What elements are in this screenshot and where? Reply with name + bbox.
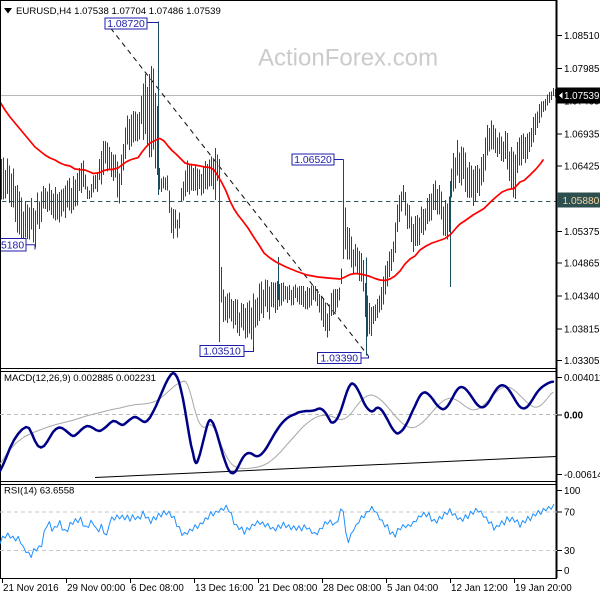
svg-text:12 Jan 12:00: 12 Jan 12:00	[451, 583, 508, 594]
svg-text:5 Jan 04:00: 5 Jan 04:00	[387, 583, 439, 594]
svg-text:1.03305: 1.03305	[564, 356, 600, 367]
svg-text:1.04865: 1.04865	[564, 259, 600, 270]
svg-text:0: 0	[564, 566, 570, 577]
svg-text:21 Dec 08:00: 21 Dec 08:00	[259, 583, 318, 594]
svg-text:28 Dec 08:00: 28 Dec 08:00	[323, 583, 382, 594]
svg-text:ActionForex.com: ActionForex.com	[258, 45, 438, 72]
svg-text:70: 70	[564, 508, 575, 519]
svg-text:1.04340: 1.04340	[564, 292, 600, 303]
svg-text:EURUSD,H4 1.07538 1.07704 1.0: EURUSD,H4 1.07538 1.07704 1.07486 1.0753…	[16, 6, 221, 17]
svg-text:1.06425: 1.06425	[564, 161, 600, 172]
svg-text:1.08510: 1.08510	[564, 31, 600, 42]
svg-text:100: 100	[564, 486, 581, 497]
svg-text:1.03390: 1.03390	[320, 354, 358, 365]
svg-text:1.05375: 1.05375	[564, 227, 600, 238]
svg-text:1.03815: 1.03815	[564, 324, 600, 335]
svg-text:0.00: 0.00	[564, 411, 584, 422]
svg-text:1.03510: 1.03510	[203, 347, 241, 358]
svg-text:21 Nov 2016: 21 Nov 2016	[3, 583, 59, 594]
svg-text:5180: 5180	[1, 241, 24, 252]
svg-text:1.07539: 1.07539	[564, 91, 599, 102]
svg-text:1.08720: 1.08720	[107, 19, 145, 30]
svg-text:13 Dec 16:00: 13 Dec 16:00	[195, 583, 254, 594]
svg-text:0.004011: 0.004011	[564, 373, 600, 384]
svg-text:1.07985: 1.07985	[564, 64, 600, 75]
svg-text:1.06520: 1.06520	[294, 155, 332, 166]
svg-text:19 Jan 20:00: 19 Jan 20:00	[515, 583, 572, 594]
svg-text:29 Nov 00:00: 29 Nov 00:00	[67, 583, 126, 594]
svg-text:1.05880: 1.05880	[563, 196, 600, 207]
svg-text:30: 30	[564, 546, 575, 557]
svg-text:1.06935: 1.06935	[564, 130, 600, 141]
svg-text:MACD(12,26,9) 0.002885 0.00223: MACD(12,26,9) 0.002885 0.002231	[4, 373, 156, 384]
svg-text:-0.006143: -0.006143	[564, 470, 600, 481]
svg-text:RSI(14) 63.6558: RSI(14) 63.6558	[4, 486, 74, 497]
svg-text:6 Dec 08:00: 6 Dec 08:00	[131, 583, 184, 594]
